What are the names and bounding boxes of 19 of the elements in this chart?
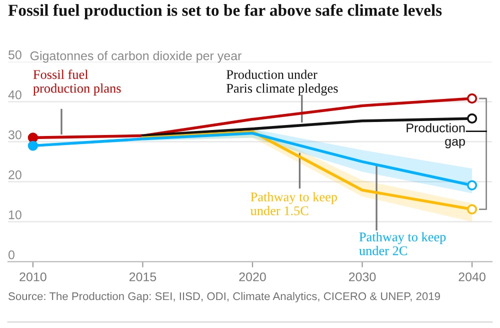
y-tick-label: 40 — [8, 90, 22, 100]
y-axis-title: Gigatonnes of carbon dioxide per year — [30, 51, 242, 63]
y-tick-label: 20 — [8, 170, 22, 180]
x-tick-label: 2020 — [239, 272, 266, 282]
chart-title: Fossil fuel production is set to be far above safe climate levels — [8, 4, 442, 20]
source-note: Source: The Production Gap: SEI, IISD, ODI, Climate Analytics, CICERO & UNEP, 2019 — [8, 292, 440, 302]
series-label: Pathway to keep under 1.5C — [250, 192, 337, 216]
x-tick-label: 2040 — [458, 272, 486, 282]
text: Pathway to keep under 2C — [359, 232, 446, 256]
x-tick-label: 2015 — [129, 272, 156, 282]
y-tick-label: 10 — [8, 210, 22, 220]
x-tick-label: 2030 — [348, 272, 376, 282]
annotation: Production gap — [406, 123, 465, 148]
x-tick-label: 2010 — [20, 272, 46, 282]
text: Production under Paris climate pledges — [226, 70, 338, 96]
y-tick-label: 50 — [8, 50, 22, 60]
text: Fossil fuel production plans — [33, 70, 121, 96]
y-tick-label: 0 — [8, 250, 14, 260]
y-tick-label: 30 — [8, 130, 22, 140]
